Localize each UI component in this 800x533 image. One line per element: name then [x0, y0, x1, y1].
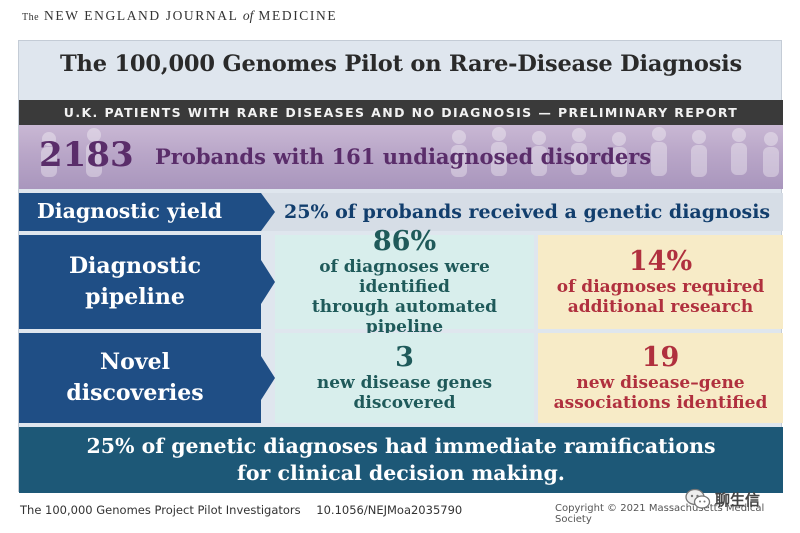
automated-pipeline-cell: 86% of diagnoses were identified through…: [275, 227, 534, 337]
subtitle-bar: U.K. PATIENTS WITH RARE DISEASES AND NO …: [19, 100, 783, 125]
footer-doi: 10.1056/NEJMoa2035790: [316, 503, 463, 517]
diagnostic-yield-row: Diagnostic yield 25% of probands receive…: [19, 193, 783, 231]
pipeline-label-line2: pipeline: [85, 284, 185, 310]
additional-research-cell: 14% of diagnoses required additional res…: [538, 235, 783, 329]
discoveries-arrow-icon: [261, 356, 275, 400]
watermark: 聊生信: [685, 484, 795, 514]
diagnostic-yield-value: 25% of probands received a genetic diagn…: [284, 201, 771, 223]
additional-research-line1: of diagnoses required: [556, 277, 765, 297]
footer-copyright: Copyright © 2021 Massachusetts Medical S…: [555, 503, 765, 525]
wechat-icon: [685, 488, 711, 509]
novel-discoveries-label: Novel discoveries: [19, 333, 261, 423]
gene-associations-line1: new disease–gene: [576, 373, 745, 393]
probands-description: Probands with 161 undiagnosed disorders: [155, 144, 652, 169]
new-genes-count: 3: [395, 342, 414, 373]
new-genes-line2: discovered: [353, 393, 456, 413]
journal-name-part1: NEW ENGLAND JOURNAL: [44, 8, 238, 23]
pipeline-label-line1: Diagnostic: [68, 253, 202, 279]
infographic-frame: The 100,000 Genomes Pilot on Rare-Diseas…: [18, 40, 783, 493]
probands-banner: 2183 Probands with 161 undiagnosed disor…: [19, 125, 783, 189]
crowd-silhouettes-icon: [41, 127, 779, 177]
conclusion-line2: for clinical decision making.: [237, 461, 565, 485]
discoveries-label-line1: Novel: [100, 349, 170, 375]
conclusion-line1: 25% of genetic diagnoses had immediate r…: [86, 434, 716, 458]
automated-pipeline-line2: through automated pipeline: [311, 297, 498, 337]
conclusion-bar: 25% of genetic diagnoses had immediate r…: [19, 427, 783, 493]
journal-of: of: [242, 8, 254, 23]
discoveries-label-line2: discoveries: [66, 380, 204, 406]
footer-citation: The 100,000 Genomes Project Pilot Invest…: [20, 503, 462, 517]
gene-associations-line2: associations identified: [553, 393, 768, 413]
infographic-title: The 100,000 Genomes Pilot on Rare-Diseas…: [60, 51, 742, 77]
journal-the: The: [22, 12, 40, 23]
diagnostic-yield-label: Diagnostic yield: [19, 193, 261, 231]
yield-arrow-icon: [261, 193, 275, 231]
probands-count: 2183: [39, 135, 134, 175]
pipeline-arrow-icon: [261, 260, 275, 304]
automated-pipeline-line1: of diagnoses were identified: [319, 257, 490, 297]
journal-masthead: The NEW ENGLAND JOURNAL of MEDICINE: [22, 8, 337, 24]
additional-research-line2: additional research: [567, 297, 754, 317]
additional-research-percent: 14%: [628, 246, 693, 277]
gene-associations-cell: 19 new disease–gene associations identif…: [538, 333, 783, 423]
footer-authors: The 100,000 Genomes Project Pilot Invest…: [20, 503, 301, 517]
novel-discoveries-row: Novel discoveries 3 new disease genes di…: [19, 333, 783, 423]
diagnostic-pipeline-label: Diagnostic pipeline: [19, 235, 261, 329]
journal-name-part2: MEDICINE: [258, 8, 338, 23]
new-genes-cell: 3 new disease genes discovered: [275, 333, 534, 423]
watermark-text: 聊生信: [715, 490, 761, 509]
gene-associations-count: 19: [641, 342, 680, 373]
automated-pipeline-percent: 86%: [372, 226, 437, 257]
diagnostic-pipeline-row: Diagnostic pipeline 86% of diagnoses wer…: [19, 227, 783, 337]
new-genes-line1: new disease genes: [316, 373, 493, 393]
